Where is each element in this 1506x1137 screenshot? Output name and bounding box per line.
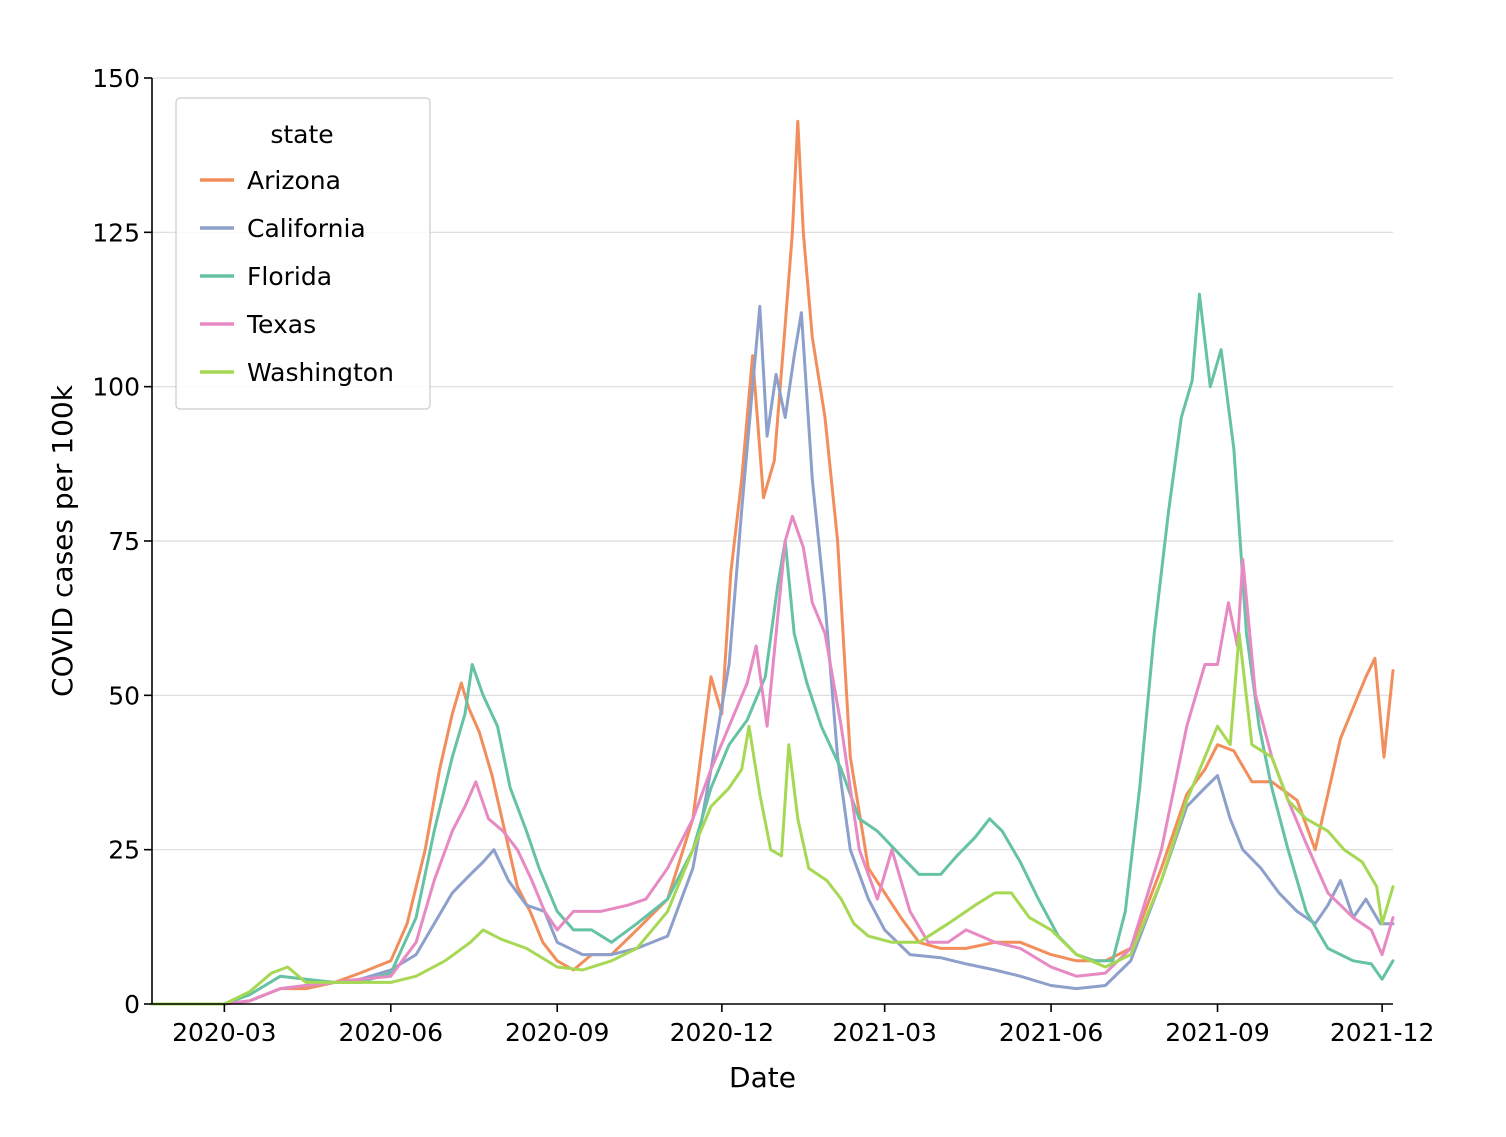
x-tick-label: 2020-06 (339, 1018, 443, 1047)
x-ticks: 2020-03 2020-06 2020-09 2020-12 2021-03 2021-… (172, 1004, 1434, 1047)
y-tick-label: 150 (92, 64, 140, 93)
x-tick-label: 2021-09 (1165, 1018, 1269, 1047)
x-tick-label: 2021-03 (832, 1018, 936, 1047)
legend-item-arizona: Arizona (200, 166, 341, 195)
legend-item-florida: Florida (200, 262, 332, 291)
legend-label: California (247, 214, 366, 243)
x-tick-label: 2021-12 (1330, 1018, 1434, 1047)
y-ticks: 0 25 50 75 100 125 150 (92, 64, 152, 1019)
x-tick-label: 2020-03 (172, 1018, 276, 1047)
legend-label: Washington (247, 358, 394, 387)
y-tick-label: 100 (92, 373, 140, 402)
legend-item-washington: Washington (200, 358, 394, 387)
legend: state Arizona California Florida Texas Washi… (175, 97, 431, 410)
series-line-california (150, 304, 1395, 1006)
series-lines (150, 119, 1395, 1006)
y-tick-label: 25 (108, 836, 140, 865)
x-axis-title: Date (729, 1061, 796, 1094)
y-tick-label: 50 (108, 681, 140, 710)
x-tick-label: 2021-06 (999, 1018, 1103, 1047)
x-tick-label: 2020-12 (670, 1018, 774, 1047)
legend-item-texas: Texas (200, 310, 316, 339)
series-line-texas (150, 514, 1395, 1006)
series-line-washington (150, 632, 1395, 1006)
legend-label: Texas (246, 310, 316, 339)
y-tick-label: 125 (92, 218, 140, 247)
y-tick-label: 0 (124, 990, 140, 1019)
legend-items: Arizona California Florida Texas Washington (200, 166, 394, 387)
legend-box (175, 97, 431, 410)
legend-label: Florida (247, 262, 332, 291)
legend-title: state (270, 120, 333, 149)
legend-label: Arizona (247, 166, 341, 195)
y-tick-label: 75 (108, 527, 140, 556)
series-line-arizona (150, 119, 1395, 1006)
x-tick-label: 2020-09 (505, 1018, 609, 1047)
y-axis-title: COVID cases per 100k (46, 384, 79, 697)
legend-item-california: California (200, 214, 366, 243)
